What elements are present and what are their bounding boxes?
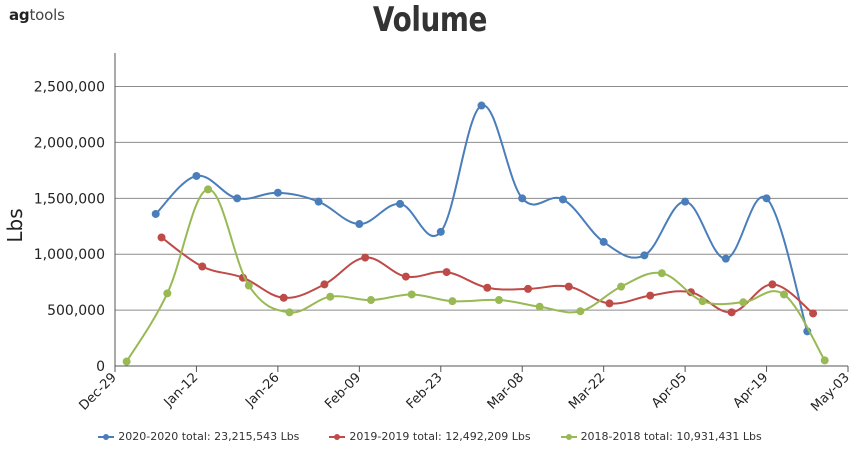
x-tick-label: Jan-12: [161, 370, 202, 411]
data-point: [396, 199, 405, 208]
legend-label: 2019-2019 total: 12,492,209 Lbs: [349, 430, 531, 443]
data-point: [204, 185, 213, 194]
series-line-3: [125, 188, 826, 363]
data-point: [494, 296, 503, 305]
data-point: [698, 297, 707, 306]
data-point: [361, 253, 370, 262]
data-point: [617, 282, 626, 291]
y-axis-label: Lbs: [3, 208, 27, 242]
data-point: [285, 308, 294, 317]
data-point: [448, 297, 457, 306]
x-tick-label: Jan-26: [242, 370, 283, 411]
y-tick-label: 2,500,000: [34, 80, 105, 96]
data-point: [780, 290, 789, 299]
data-point: [198, 262, 207, 271]
data-point: [564, 282, 573, 291]
x-tick-label: May-03: [808, 370, 852, 414]
y-tick-label: 500,000: [47, 303, 105, 319]
logo-ag: ag: [9, 6, 30, 24]
data-point: [721, 254, 730, 263]
legend-item[interactable]: 2020-2020 total: 23,215,543 Lbs: [98, 430, 299, 443]
series-line-1: [155, 104, 809, 332]
data-point: [233, 194, 242, 203]
data-point: [436, 227, 445, 236]
data-point: [657, 269, 666, 278]
data-point: [157, 233, 166, 242]
data-point: [809, 309, 818, 318]
data-point: [524, 284, 533, 293]
legend-swatch: [98, 432, 115, 442]
data-point: [483, 283, 492, 292]
data-point: [273, 188, 282, 197]
x-tick-label: Apr-19: [730, 370, 771, 411]
data-point: [122, 357, 131, 366]
x-tick-label: Dec-29: [76, 370, 119, 413]
chart-title: Volume: [372, 0, 488, 40]
data-point: [640, 251, 649, 260]
data-point: [244, 281, 253, 290]
legend-label: 2020-2020 total: 23,215,543 Lbs: [118, 430, 300, 443]
data-point: [739, 298, 748, 307]
agtools-logo: agtools: [9, 6, 65, 24]
data-point: [768, 280, 777, 289]
x-tick-label: Feb-09: [322, 370, 364, 412]
x-tick-label: Mar-22: [566, 370, 608, 412]
data-point: [599, 237, 608, 246]
data-point: [535, 302, 544, 311]
data-point: [320, 280, 329, 289]
data-point: [314, 197, 323, 206]
legend-item[interactable]: 2019-2019 total: 12,492,209 Lbs: [329, 430, 531, 443]
data-point: [605, 299, 614, 308]
data-point: [477, 101, 486, 110]
legend-label: 2018-2018 total: 10,931,431 Lbs: [580, 430, 762, 443]
data-point: [192, 171, 201, 180]
x-tick-label: Apr-05: [649, 370, 690, 411]
y-tick-label: 0: [96, 359, 105, 375]
y-tick-label: 2,000,000: [34, 135, 105, 151]
data-point: [163, 289, 172, 298]
data-point: [681, 197, 690, 206]
legend-swatch: [560, 432, 577, 442]
logo-tools: tools: [29, 6, 65, 24]
data-point: [151, 209, 160, 218]
legend-swatch: [329, 432, 346, 442]
data-point: [518, 194, 527, 203]
data-point: [279, 293, 288, 302]
legend-item[interactable]: 2018-2018 total: 10,931,431 Lbs: [560, 430, 762, 443]
data-point: [442, 268, 451, 277]
data-point: [576, 307, 585, 316]
data-point: [407, 290, 416, 299]
x-tick-label: Feb-23: [404, 370, 446, 412]
data-point: [762, 194, 771, 203]
line-chart: 0 500,000 1,000,000 1,500,000 2,000,000 2,500…: [3, 53, 853, 415]
data-point: [326, 292, 335, 301]
data-point: [820, 356, 829, 365]
data-point: [366, 296, 375, 305]
y-tick-label: 1,500,000: [34, 191, 105, 207]
chart-legend: 2020-2020 total: 23,215,543 Lbs 2019-2019…: [0, 430, 860, 443]
y-tick-label: 1,000,000: [34, 247, 105, 263]
x-tick-label: Mar-08: [485, 370, 527, 412]
data-point: [646, 291, 655, 300]
data-point: [355, 220, 364, 229]
data-point: [727, 308, 736, 317]
data-point: [401, 272, 410, 281]
data-point: [558, 195, 567, 204]
